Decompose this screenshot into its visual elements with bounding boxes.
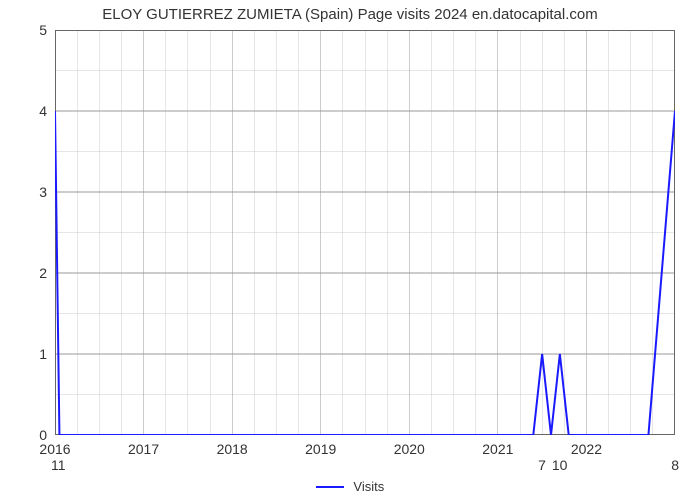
y-tick-label: 1 bbox=[39, 346, 55, 362]
series-layer bbox=[55, 30, 675, 435]
corner-label-inner-b: 10 bbox=[552, 435, 568, 473]
y-tick-label: 3 bbox=[39, 184, 55, 200]
legend-label: Visits bbox=[353, 479, 384, 494]
x-tick-label: 2018 bbox=[217, 435, 248, 457]
chart-title: ELOY GUTIERREZ ZUMIETA (Spain) Page visi… bbox=[0, 6, 700, 23]
corner-label-bottom-right: 8 bbox=[671, 435, 679, 473]
y-tick-label: 2 bbox=[39, 265, 55, 281]
legend-swatch bbox=[316, 486, 344, 488]
plot-area: 012345 2016201720182019202020212022 11 8… bbox=[55, 30, 675, 435]
series-line bbox=[55, 111, 675, 435]
x-tick-label: 2021 bbox=[482, 435, 513, 457]
y-tick-label: 4 bbox=[39, 103, 55, 119]
corner-label-inner-a: 7 bbox=[538, 435, 546, 473]
x-tick-label: 2019 bbox=[305, 435, 336, 457]
x-tick-label: 2022 bbox=[571, 435, 602, 457]
corner-label-bottom-left: 11 bbox=[51, 435, 66, 473]
x-tick-label: 2017 bbox=[128, 435, 159, 457]
y-tick-label: 5 bbox=[39, 22, 55, 38]
x-tick-label: 2020 bbox=[394, 435, 425, 457]
legend: Visits bbox=[0, 478, 700, 494]
chart-container: ELOY GUTIERREZ ZUMIETA (Spain) Page visi… bbox=[0, 0, 700, 500]
